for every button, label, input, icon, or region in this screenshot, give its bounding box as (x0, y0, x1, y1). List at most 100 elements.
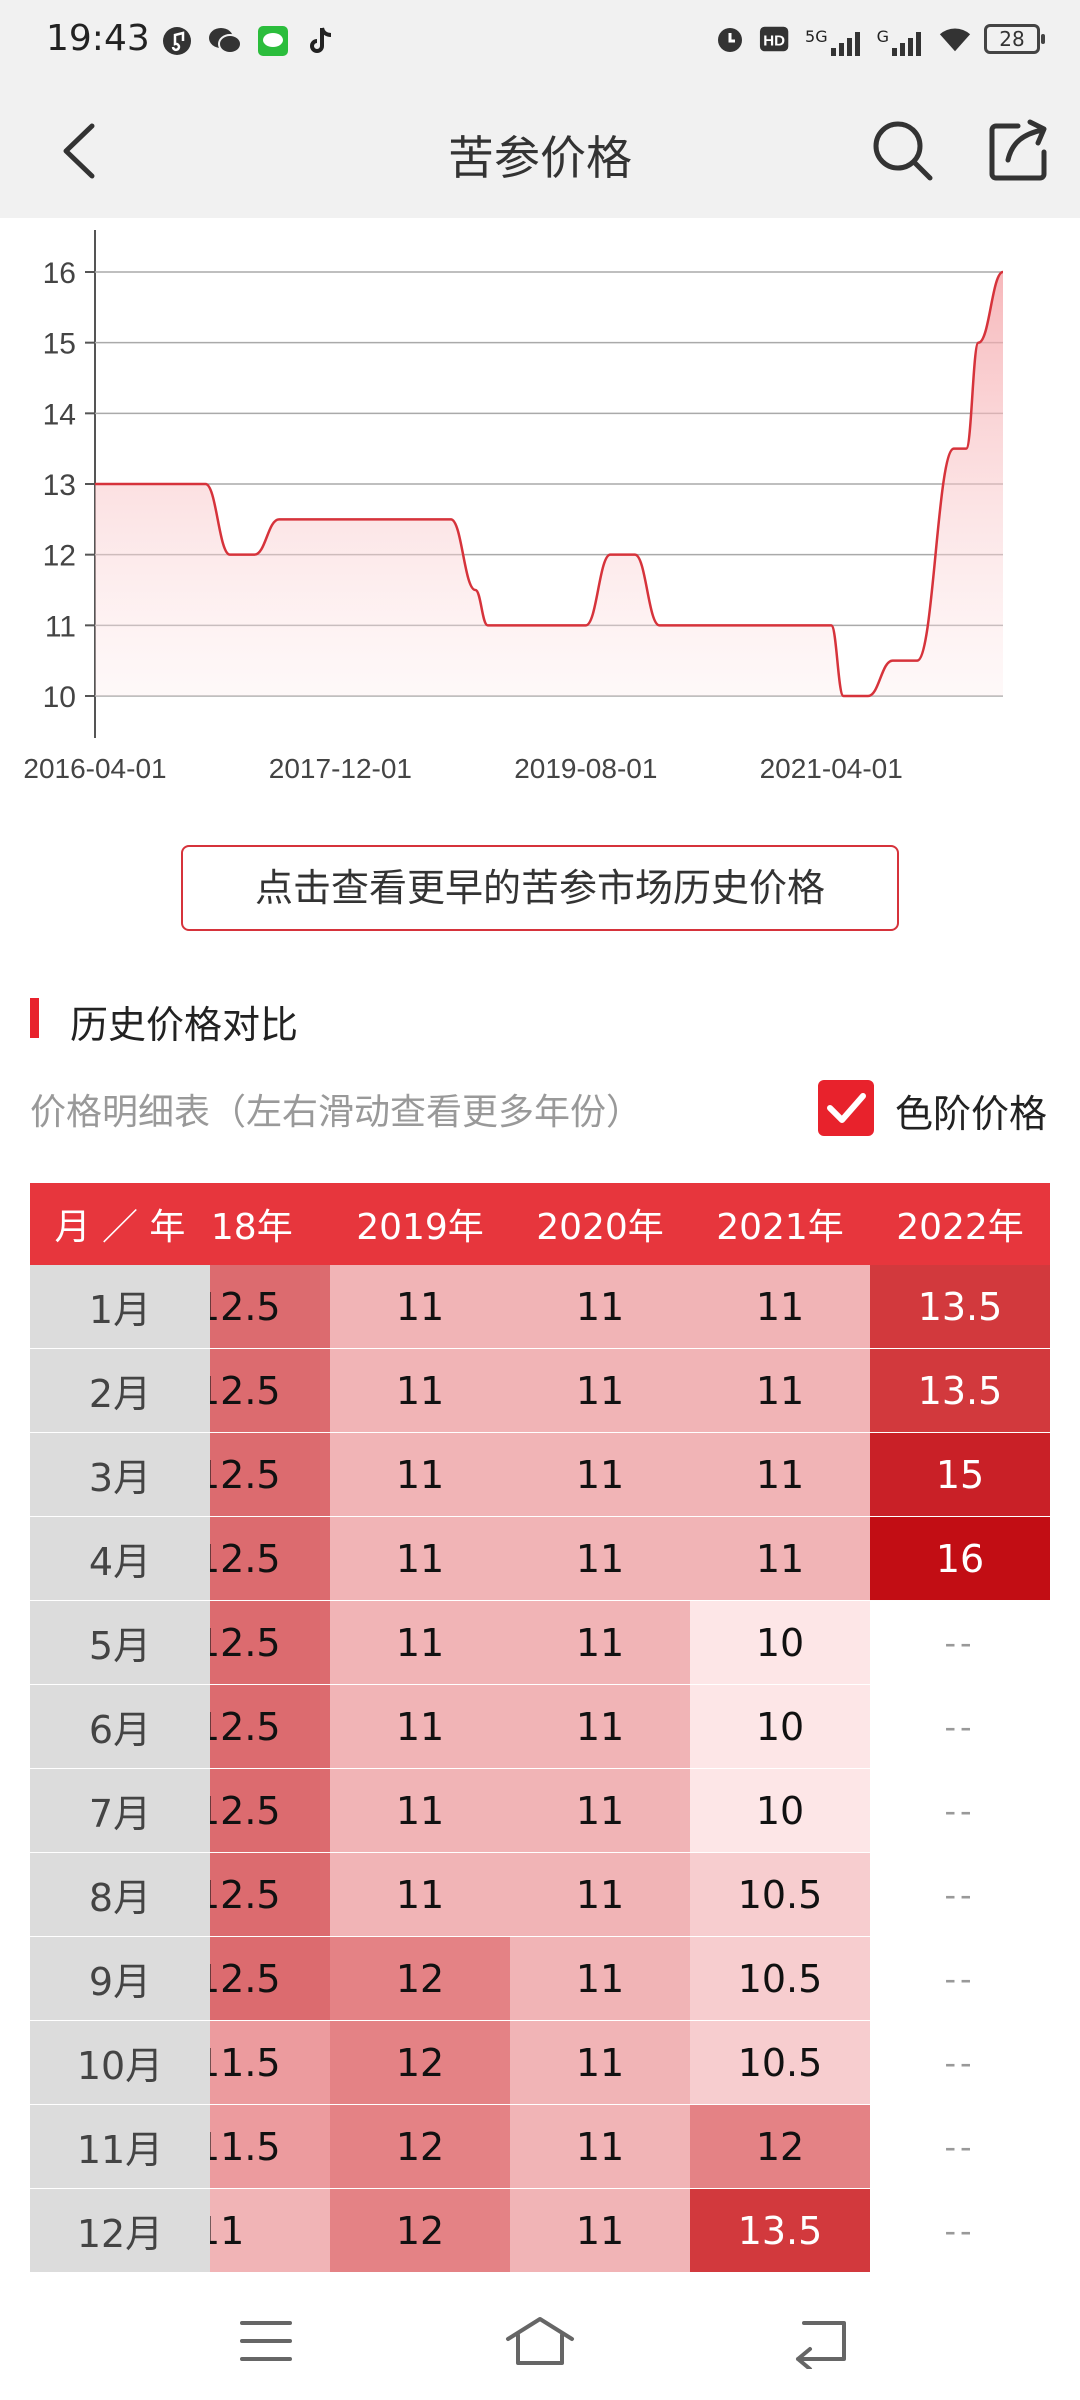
month-cell: 12月 (30, 2189, 210, 2273)
price-cell-2022: 13.5 (870, 1265, 1050, 1349)
price-value: 11.5 (210, 2124, 281, 2169)
status-right-icons: HD 5G G 28 (713, 22, 1045, 56)
price-area-fill (95, 272, 1003, 696)
price-cell-2021: 10 (690, 1601, 870, 1685)
price-point-5 (450, 518, 452, 520)
table-caption: 价格明细表（左右滑动查看更多年份） (30, 1092, 643, 1133)
header-year-2018-label: 018年 (210, 1207, 293, 1248)
price-cell-2022: 15 (870, 1433, 1050, 1517)
price-point-9 (585, 624, 587, 626)
price-point-12 (658, 624, 660, 626)
y-tick-label-10: 10 (43, 681, 76, 714)
header-year-2019[interactable]: 2019年 (356, 1207, 484, 1248)
history-price-button[interactable]: 点击查看更早的苦参市场历史价格 (181, 845, 899, 931)
month-cell: 7月 (30, 1769, 210, 1853)
month-cell: 3月 (30, 1433, 210, 1517)
chart-area-layer (94, 270, 1004, 698)
price-value: 12.5 (210, 1872, 281, 1917)
price-cell-2018: 11.5 (210, 2105, 330, 2189)
price-cell-2022: -- (870, 1937, 1050, 2021)
back-button[interactable] (50, 116, 120, 186)
price-cell-2022: -- (870, 1853, 1050, 1937)
x-tick-label-1: 2017-12-01 (269, 753, 412, 784)
y-tick-label-13: 13 (43, 469, 76, 502)
price-cell-2019: 11 (330, 1769, 510, 1853)
price-line[interactable] (95, 270, 1004, 698)
status-time: 19:43 (46, 18, 150, 59)
price-cell-2020: 11 (510, 1853, 690, 1937)
message-icon (256, 24, 290, 58)
price-cell-2019: 11 (330, 1601, 510, 1685)
price-point-13 (695, 624, 697, 626)
price-cell-2021: 10.5 (690, 1937, 870, 2021)
price-cell-2018: 12.5 (210, 1601, 330, 1685)
price-cell-2018: 12.5 (210, 1769, 330, 1853)
price-point-0 (94, 483, 96, 485)
empty-value: -- (944, 1875, 976, 1914)
price-point-8 (560, 624, 562, 626)
price-cell-2021: 11 (690, 1433, 870, 1517)
header-month-year: 月 ／ 年 (30, 1183, 210, 1265)
price-point-11 (634, 554, 636, 556)
empty-value: -- (944, 2043, 976, 2082)
battery-indicator: 28 (984, 24, 1045, 54)
price-point-21 (977, 342, 979, 344)
empty-value: -- (944, 1791, 976, 1830)
price-cell-2022: -- (870, 2189, 1050, 2273)
price-cell-2021: 13.5 (690, 2189, 870, 2273)
nav-back-button[interactable] (790, 2313, 860, 2371)
header-year-2021[interactable]: 2021年 (716, 1207, 844, 1248)
price-cell-2021: 11 (690, 1265, 870, 1349)
price-chart[interactable]: 10 11 12 13 14 15 16 2016-04-01 2017-12-01 2019-0… (0, 218, 1080, 798)
header-year-2020[interactable]: 2020年 (536, 1207, 664, 1248)
price-cell-2022: -- (870, 2105, 1050, 2189)
app-header: 苦参价格 (0, 86, 1080, 218)
price-point-16 (867, 695, 869, 697)
chart-ticks: 10 11 12 13 14 15 16 2016-04-01 2017-12-01 2019-0… (23, 257, 902, 784)
price-cell-2019: 12 (330, 2021, 510, 2105)
month-cell: 8月 (30, 1853, 210, 1937)
month-cell: 1月 (30, 1265, 210, 1349)
price-cell-2019: 12 (330, 2189, 510, 2273)
color-scale-checkbox[interactable] (818, 1080, 874, 1136)
section-title: 历史价格对比 (70, 1003, 299, 1047)
month-cell: 5月 (30, 1601, 210, 1685)
price-value: 12.5 (210, 1704, 281, 1749)
price-cell-2022: 16 (870, 1517, 1050, 1601)
price-point-15 (842, 695, 844, 697)
price-cell-2020: 11 (510, 2021, 690, 2105)
table-row: 12月11121113.5-- (30, 2189, 1050, 2273)
y-tick-label-15: 15 (43, 328, 76, 361)
price-cell-2018: 11.5 (210, 2021, 330, 2105)
price-point-19 (953, 448, 955, 450)
price-cell-2019: 11 (330, 1853, 510, 1937)
search-icon (873, 121, 933, 181)
nav-menu-button[interactable] (236, 2313, 306, 2369)
hd-icon: HD (759, 22, 793, 56)
price-cell-2019: 11 (330, 1685, 510, 1769)
header-year-2018[interactable]: 018年 (210, 1183, 330, 1265)
header-year-2022[interactable]: 2022年 (896, 1207, 1024, 1248)
price-point-22 (1002, 271, 1004, 273)
color-scale-label[interactable]: 色阶价格 (895, 1092, 1048, 1136)
price-cell-2022: -- (870, 1769, 1050, 1853)
y-tick-label-14: 14 (43, 398, 76, 431)
price-value: 11.5 (210, 2040, 281, 2085)
search-button[interactable] (868, 116, 938, 186)
status-left-icons (160, 24, 338, 58)
price-table[interactable]: 月 ／ 年 018年 2019年 2020年 2021年 2022年 1月12.… (30, 1183, 1050, 2273)
price-cell-2019: 12 (330, 1937, 510, 2021)
price-cell-2018: 12.5 (210, 1517, 330, 1601)
price-cell-2018: 12.5 (210, 1433, 330, 1517)
price-cell-2019: 11 (330, 1349, 510, 1433)
tiktok-icon (304, 24, 338, 58)
nav-home-button[interactable] (504, 2313, 574, 2369)
price-cell-2018: 12.5 (210, 1349, 330, 1433)
share-button[interactable] (984, 116, 1054, 186)
month-cell: 9月 (30, 1937, 210, 2021)
